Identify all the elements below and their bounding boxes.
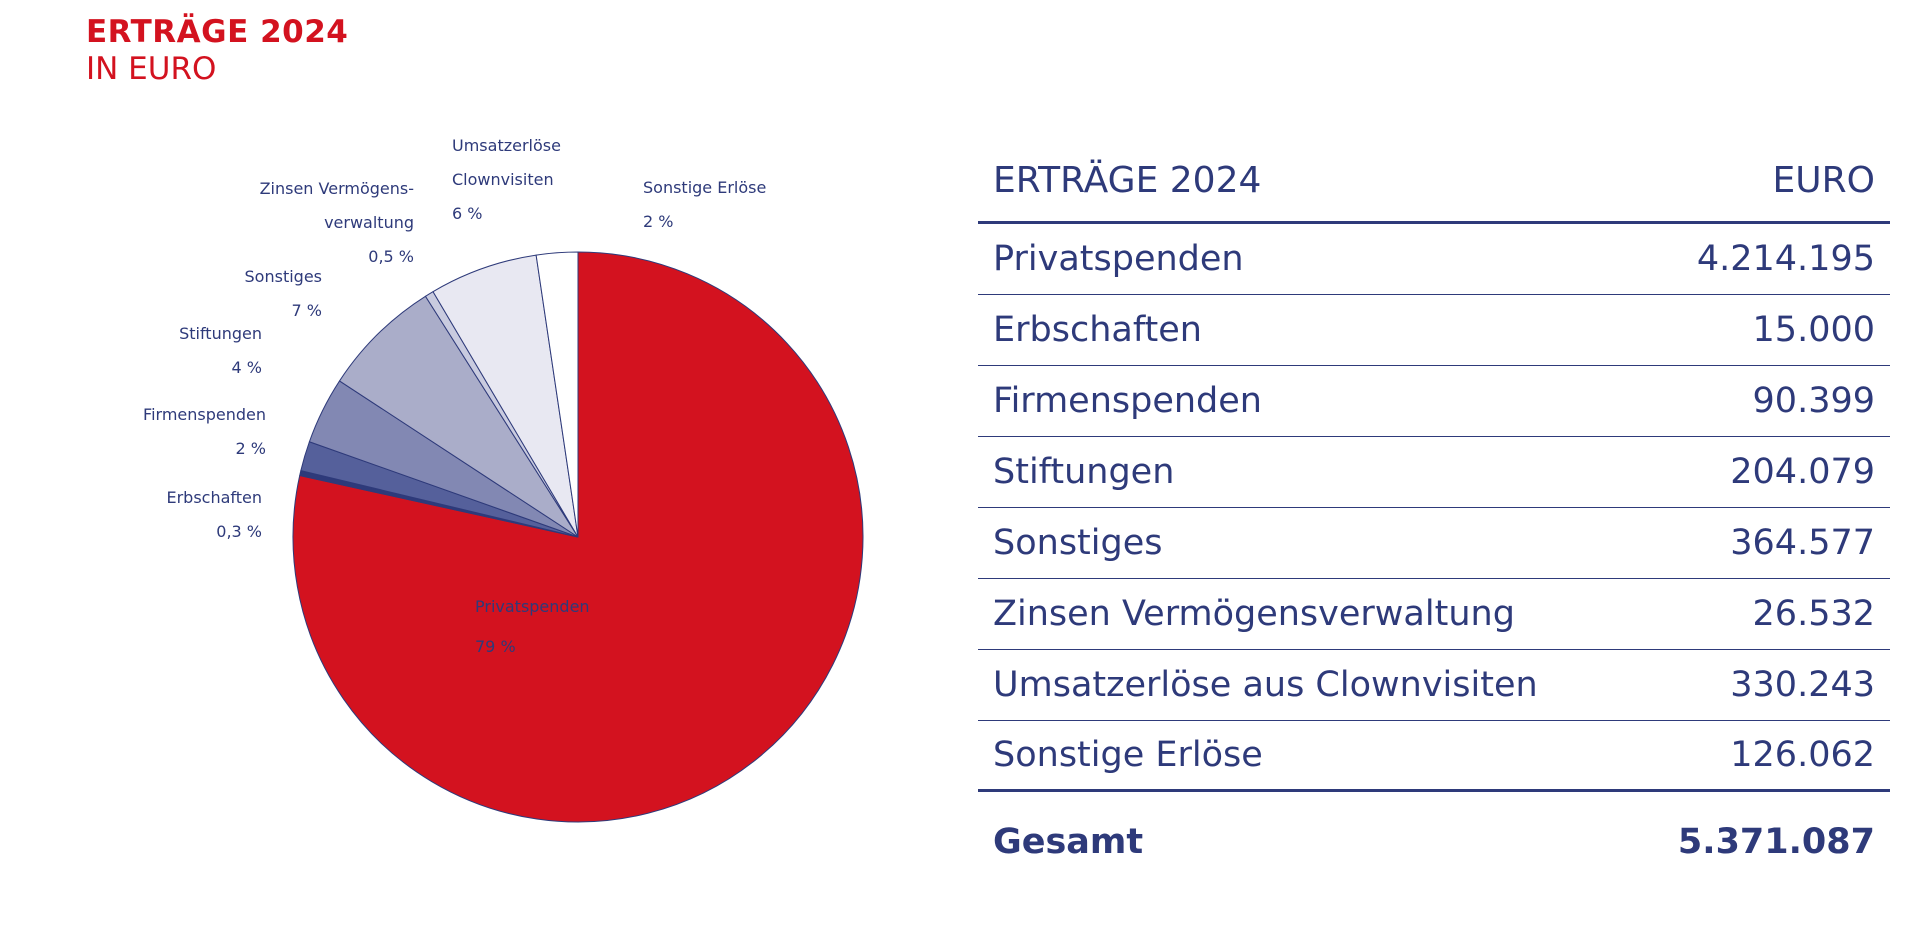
- table-row: Sonstiges 364.577: [978, 508, 1890, 579]
- table-row: Erbschaften 15.000: [978, 295, 1890, 366]
- table-row: Privatspenden 4.214.195: [978, 224, 1890, 295]
- pie-label-5: Zinsen Vermögens-verwaltung 0,5 %: [260, 179, 414, 266]
- row-label: Sonstige Erlöse: [993, 735, 1263, 775]
- table-row: Zinsen Vermögensverwaltung 26.532: [978, 579, 1890, 650]
- table-row: Sonstige Erlöse 126.062: [978, 721, 1890, 792]
- table-row: Firmenspenden 90.399: [978, 366, 1890, 437]
- row-value: 330.243: [1730, 665, 1875, 705]
- pie-label-1: Erbschaften 0,3 %: [166, 488, 262, 541]
- chart-heading: ERTRÄGE 2024 IN EURO: [86, 14, 348, 88]
- pie-slice-7: [535, 251, 579, 538]
- row-value: 90.399: [1752, 381, 1875, 421]
- pie-labels: Privatspenden 79 % Erbschaften 0,3 % Firmens…: [143, 136, 766, 656]
- table-header: ERTRÄGE 2024 EURO: [978, 140, 1890, 224]
- table-row: Stiftungen 204.079: [978, 437, 1890, 508]
- row-label: Privatspenden: [993, 239, 1244, 279]
- pie-chart: Privatspenden 79 % Erbschaften 0,3 % Firmens…: [143, 136, 864, 823]
- table-total-row: Gesamt 5.371.087: [978, 792, 1890, 892]
- pie-label-0: Privatspenden 79 %: [475, 597, 590, 656]
- row-value: 15.000: [1752, 310, 1875, 350]
- revenue-table: ERTRÄGE 2024 EURO Privatspenden 4.214.19…: [978, 140, 1890, 892]
- row-value: 4.214.195: [1696, 239, 1875, 279]
- row-value: 126.062: [1730, 735, 1875, 775]
- table-header-unit: EURO: [1772, 160, 1875, 201]
- pie-slice-4: [339, 295, 579, 538]
- pie-label-3: Stiftungen 4 %: [179, 324, 262, 377]
- row-value: 26.532: [1752, 594, 1875, 634]
- row-value: 364.577: [1730, 523, 1875, 563]
- pie-label-7: Sonstige Erlöse 2 %: [643, 178, 766, 231]
- table-row: Umsatzerlöse aus Clownvisiten 330.243: [978, 650, 1890, 721]
- row-label: Firmenspenden: [993, 381, 1262, 421]
- table-header-label: ERTRÄGE 2024: [993, 160, 1262, 201]
- row-label: Erbschaften: [993, 310, 1202, 350]
- chart-title: ERTRÄGE 2024: [86, 14, 349, 50]
- total-label: Gesamt: [993, 822, 1144, 862]
- row-value: 204.079: [1730, 452, 1875, 492]
- row-label: Umsatzerlöse aus Clownvisiten: [993, 665, 1538, 705]
- row-label: Stiftungen: [993, 452, 1175, 492]
- total-value: 5.371.087: [1677, 822, 1875, 862]
- pie-slices: [292, 251, 864, 823]
- row-label: Sonstiges: [993, 523, 1163, 563]
- pie-label-6: Umsatzerlöse Clownvisiten 6 %: [452, 136, 561, 223]
- pie-label-2: Firmenspenden 2 %: [143, 405, 266, 458]
- pie-label-4: Sonstiges 7 %: [245, 267, 322, 320]
- row-label: Zinsen Vermögensverwaltung: [993, 594, 1515, 634]
- chart-subtitle: IN EURO: [86, 51, 217, 88]
